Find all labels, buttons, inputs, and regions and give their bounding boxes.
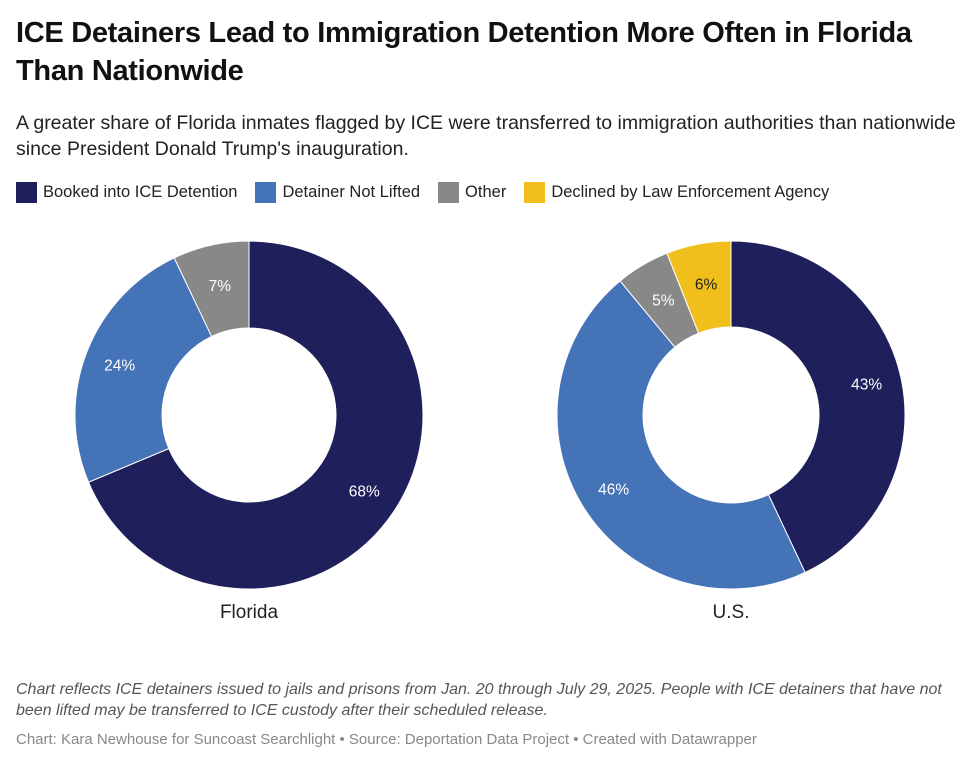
legend-item-other: Other: [438, 182, 506, 203]
slice-label-florida-not-lifted: 24%: [104, 358, 135, 375]
slice-label-us-booked: 43%: [851, 377, 882, 394]
donut-charts: 68% 24% 7% Florida 43% 46% 5% 6% U.S.: [74, 240, 906, 623]
legend-swatch-booked: [16, 182, 37, 203]
slice-florida-not-lifted: [74, 257, 213, 483]
legend-swatch-not-lifted: [255, 182, 277, 203]
panel-title-us: U.S.: [713, 602, 750, 623]
donut-us: 43% 46% 5% 6% U.S.: [556, 240, 906, 623]
slice-us-booked: [730, 240, 906, 574]
slice-florida-booked: [87, 240, 424, 590]
slice-label-us-declined: 6%: [695, 276, 718, 293]
legend-item-booked: Booked into ICE Detention: [16, 182, 237, 203]
slice-florida-other: [173, 240, 250, 338]
chart-byline: Chart: Kara Newhouse for Suncoast Search…: [16, 731, 757, 748]
chart-subtitle: A greater share of Florida inmates flagg…: [16, 112, 956, 160]
chart-title: ICE Detainers Lead to Immigration Detent…: [16, 17, 912, 87]
slice-label-florida-booked: 68%: [349, 484, 380, 501]
legend-swatch-other: [438, 182, 460, 203]
legend-label-declined: Declined by Law Enforcement Agency: [551, 183, 830, 201]
slice-label-florida-other: 7%: [209, 278, 232, 295]
panel-title-florida: Florida: [220, 602, 279, 623]
legend-item-declined: Declined by Law Enforcement Agency: [524, 182, 829, 203]
chart-notes: Chart reflects ICE detainers issued to j…: [16, 681, 942, 719]
legend-label-not-lifted: Detainer Not Lifted: [282, 183, 421, 201]
slice-label-us-other: 5%: [652, 293, 675, 310]
legend-item-not-lifted: Detainer Not Lifted: [255, 182, 420, 203]
slice-us-declined: [666, 240, 732, 334]
legend-swatch-declined: [524, 182, 546, 203]
slice-label-us-not-lifted: 46%: [598, 481, 629, 498]
legend: Booked into ICE Detention Detainer Not L…: [16, 182, 847, 203]
slice-us-not-lifted: [556, 280, 806, 590]
donut-florida: 68% 24% 7% Florida: [74, 240, 424, 623]
legend-label-booked: Booked into ICE Detention: [43, 183, 238, 201]
legend-label-other: Other: [465, 183, 507, 201]
